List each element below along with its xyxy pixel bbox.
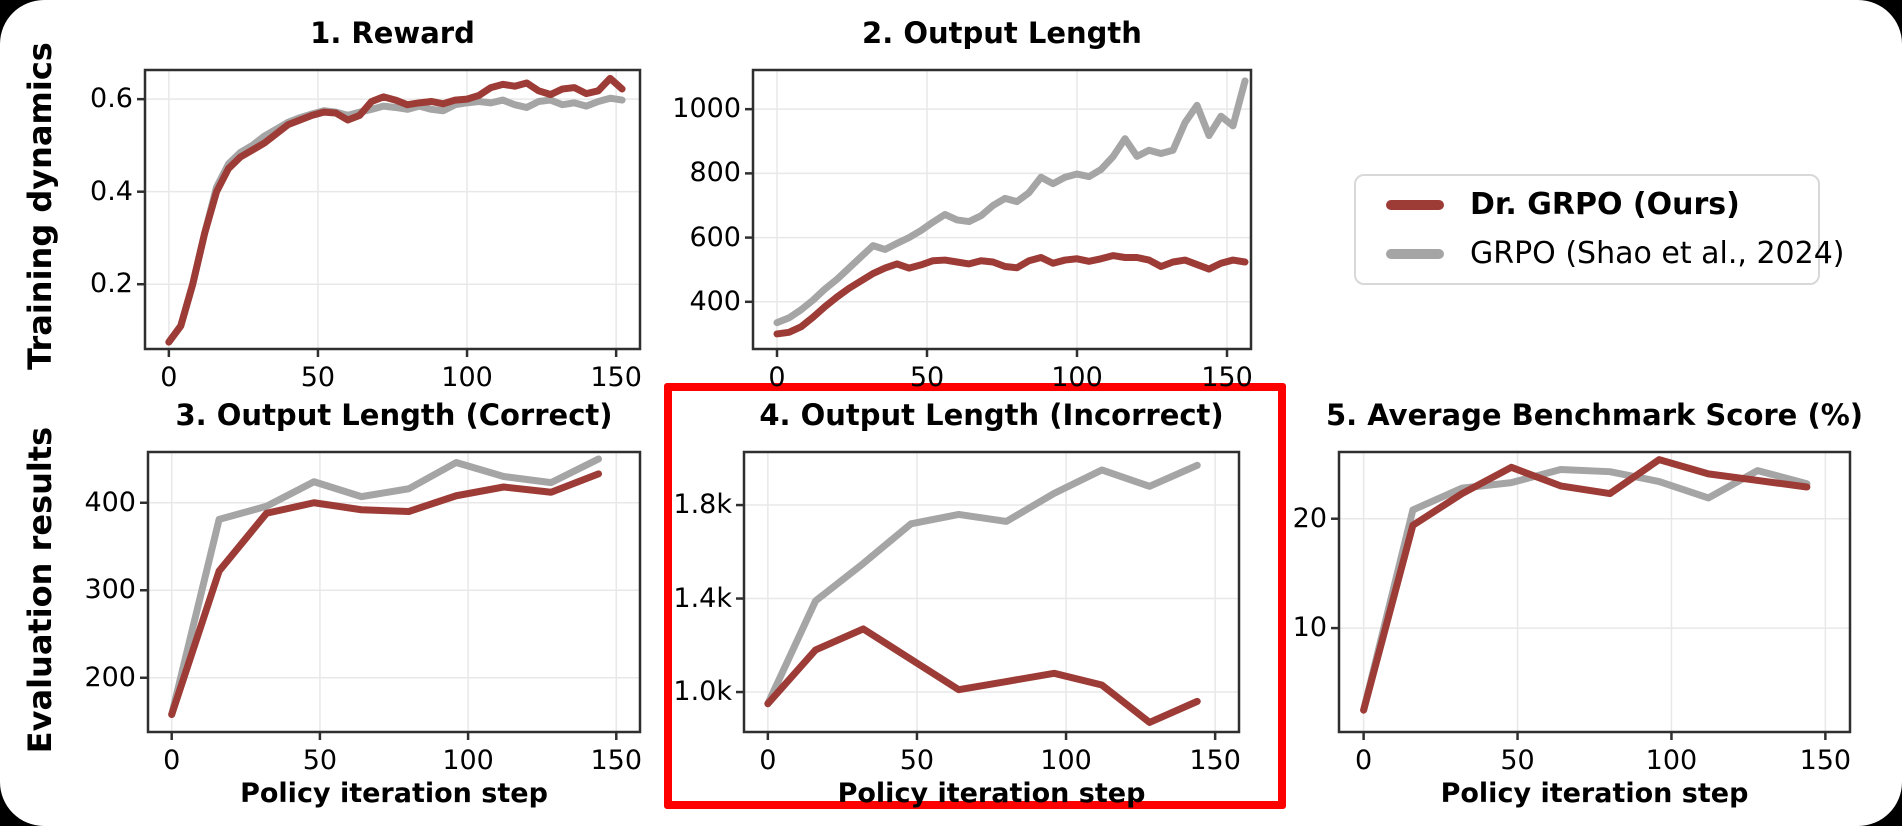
series-line-dr_grpo (773, 252, 1249, 338)
plot-area (137, 68, 642, 357)
y-tick-label: 400 (689, 285, 741, 317)
x-tick-label: 150 (590, 362, 642, 393)
legend: Dr. GRPO (Ours) GRPO (Shao et al., 2024) (1354, 174, 1845, 285)
plot-area (745, 68, 1253, 357)
legend-label: GRPO (Shao et al., 2024) (1470, 236, 1845, 271)
legend-label: Dr. GRPO (Ours) (1470, 187, 1740, 222)
y-tick-label: 20 (1292, 502, 1327, 534)
y-tick-label: 10 (1292, 612, 1327, 644)
series-line-grpo (764, 461, 1201, 708)
chart-title: 4. Output Length (Incorrect) (759, 398, 1224, 432)
chart-output_length_correct: 3. Output Length (Correct) 0 50 100 150 200 30… (84, 398, 642, 809)
legend-item-grpo: GRPO (Shao et al., 2024) (1386, 234, 1845, 274)
legend-swatch-dr-grpo-icon (1386, 200, 1444, 210)
legend-item-dr-grpo: Dr. GRPO (Ours) (1386, 185, 1818, 225)
legend-swatch-grpo-icon (1386, 249, 1444, 259)
y-tick-label: 1.8k (673, 489, 732, 521)
y-tick-label: 200 (84, 661, 136, 693)
x-axis-label: Policy iteration step (1440, 778, 1749, 809)
chart-title: 1. Reward (310, 16, 475, 50)
x-tick-label: 100 (441, 362, 493, 393)
series-line-grpo (773, 77, 1249, 327)
x-tick-label: 100 (1040, 745, 1092, 776)
x-tick-label: 100 (1645, 745, 1698, 776)
y-tick-label: 0.6 (90, 83, 133, 115)
plot-area (736, 450, 1241, 740)
x-tick-label: 100 (442, 745, 494, 776)
x-tick-label: 0 (163, 745, 181, 776)
x-tick-label: 50 (1500, 745, 1535, 776)
x-tick-label: 50 (302, 745, 338, 776)
x-tick-label: 150 (1201, 362, 1253, 393)
series-line-dr_grpo (165, 74, 626, 346)
chart-title: 5. Average Benchmark Score (%) (1325, 398, 1864, 432)
x-axis-label: Policy iteration step (837, 778, 1146, 809)
chart-benchmark: 5. Average Benchmark Score (%) 0 50 100 150 1… (1293, 398, 1863, 809)
series-line-grpo (1360, 466, 1811, 714)
y-tick-label: 600 (689, 221, 741, 253)
highlight-box (664, 383, 1286, 809)
y-tick-label: 1000 (672, 93, 741, 125)
x-tick-label: 0 (759, 745, 777, 776)
series-line-dr_grpo (168, 470, 603, 718)
chart-title: 3. Output Length (Correct) (175, 398, 613, 432)
chart-title: 2. Output Length (862, 16, 1142, 50)
x-tick-label: 0 (160, 362, 178, 393)
x-tick-label: 150 (590, 745, 643, 776)
y-tick-label: 0.4 (90, 175, 133, 207)
y-tick-label: 0.2 (90, 268, 133, 300)
y-tick-label: 400 (84, 486, 136, 518)
plot-area (1331, 450, 1852, 740)
x-tick-label: 100 (1051, 362, 1103, 393)
plot-area (140, 450, 642, 740)
chart-output_length_incorrect: 4. Output Length (Incorrect) 0 50 100 150 1.0… (673, 398, 1241, 809)
y-tick-label: 300 (84, 574, 136, 606)
chart-reward: 1. Reward 0 50 100 150 0.2 0.4 0.6 (90, 16, 642, 393)
x-tick-label: 50 (909, 362, 945, 393)
series-line-grpo (168, 455, 603, 718)
y-tick-label: 1.4k (673, 582, 732, 614)
chart-output_length: 2. Output Length 0 50 100 150 400 600 800 1000 (672, 16, 1253, 393)
x-tick-label: 0 (768, 362, 786, 393)
series-line-grpo (165, 94, 626, 346)
x-tick-label: 150 (1189, 745, 1241, 776)
x-tick-label: 50 (300, 362, 336, 393)
x-axis-label: Policy iteration step (240, 778, 548, 809)
y-tick-label: 1.0k (673, 676, 732, 708)
x-tick-label: 50 (899, 745, 935, 776)
y-tick-label: 800 (689, 157, 741, 189)
x-tick-label: 0 (1355, 745, 1373, 776)
series-line-dr_grpo (1360, 456, 1811, 714)
x-tick-label: 150 (1799, 745, 1852, 776)
series-line-dr_grpo (764, 625, 1201, 726)
